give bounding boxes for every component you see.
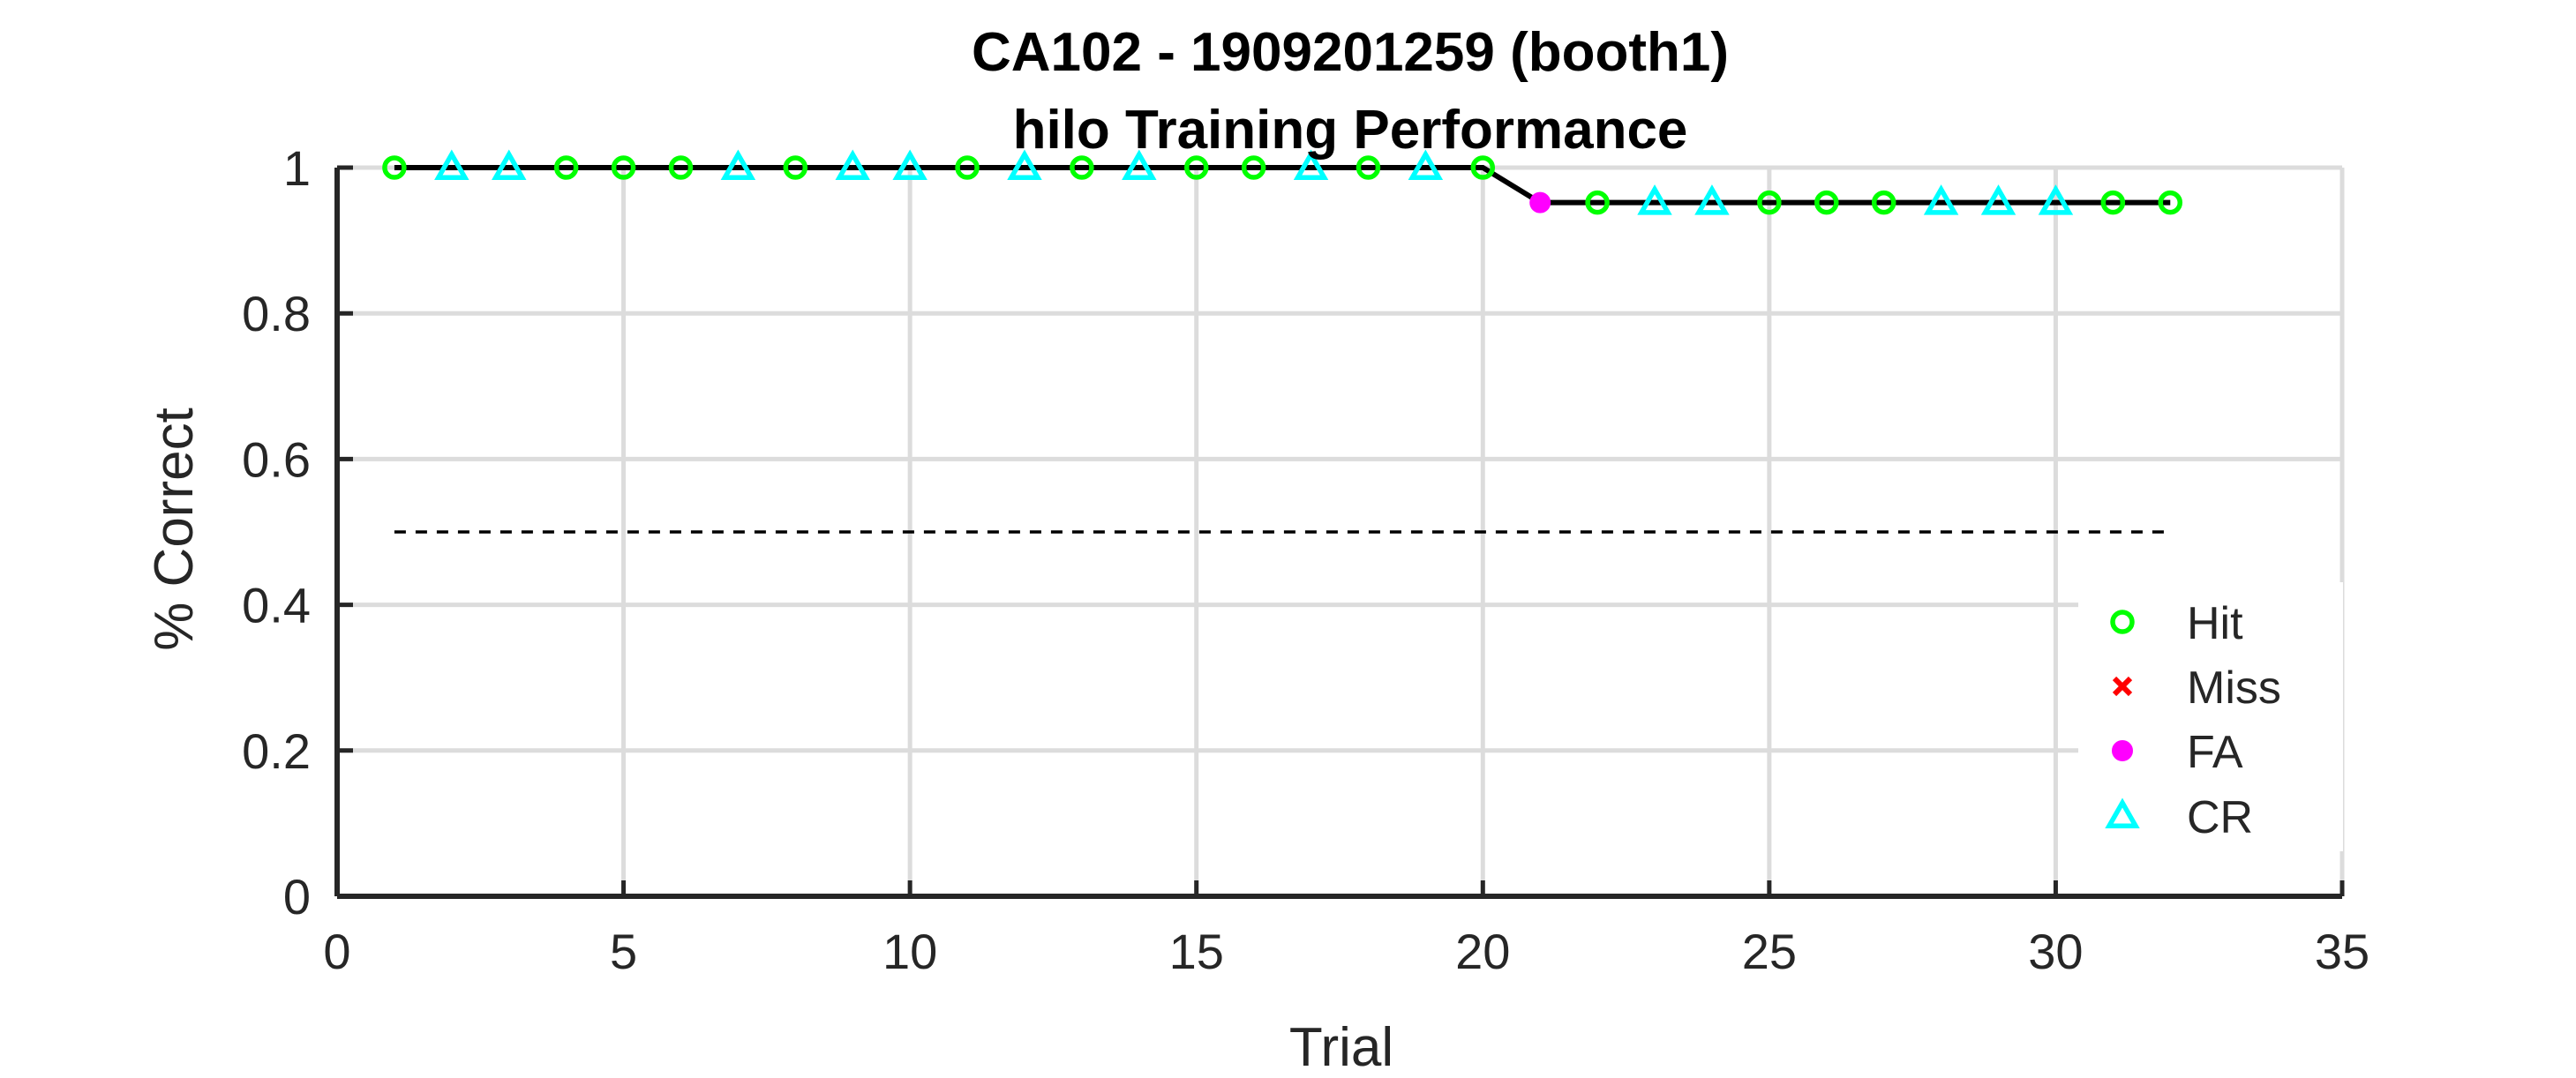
marker-hit <box>1814 190 1839 215</box>
chart-title-line-2: hilo Training Performance <box>1013 100 1688 161</box>
marker-hit <box>1356 155 1381 180</box>
legend-marker-miss-stroke <box>2112 676 2133 697</box>
marker-cr <box>1980 184 2016 215</box>
y-axis-label: % Correct <box>144 408 205 651</box>
marker-hit <box>1871 190 1896 215</box>
marker-hit <box>611 155 636 180</box>
marker-cr <box>434 149 469 180</box>
marker-cr <box>835 149 870 180</box>
y-tick-label: 0 <box>283 869 311 925</box>
y-tick-label: 0.4 <box>242 578 311 633</box>
legend-label-hit: Hit <box>2187 598 2243 649</box>
legend-label-cr: CR <box>2187 792 2253 843</box>
y-tick-label: 0.2 <box>242 723 311 779</box>
legend-marker-cr <box>2105 797 2140 828</box>
legend: Hit Miss FA CR <box>2078 582 2343 851</box>
marker-hit <box>1241 155 1266 180</box>
marker-cr <box>1122 149 1157 180</box>
marker-cr <box>1293 149 1329 180</box>
marker-cr <box>720 149 756 180</box>
chart-title-line-1: CA102 - 1909201259 (booth1) <box>972 22 1729 83</box>
legend-marker-fa <box>2112 740 2133 761</box>
y-tick-label: 1 <box>283 140 311 196</box>
marker-hit <box>2100 190 2126 215</box>
marker-cr <box>1408 149 1444 180</box>
y-tick-label: 0.8 <box>242 286 311 341</box>
axes <box>334 165 2345 899</box>
marker-hit <box>955 155 980 180</box>
marker-cr <box>492 149 527 180</box>
x-tick-label: 30 <box>2028 924 2083 979</box>
marker-hit <box>668 155 694 180</box>
marker-hit <box>553 155 579 180</box>
x-tick-label: 15 <box>1169 924 1224 979</box>
trial-markers <box>382 149 2183 215</box>
marker-cr <box>2038 184 2074 215</box>
marker-hit <box>382 155 407 180</box>
legend-markers <box>2105 610 2140 828</box>
x-tick-label: 20 <box>1455 924 1510 979</box>
marker-cr <box>892 149 928 180</box>
x-tick-label: 0 <box>323 924 350 979</box>
marker-cr <box>1007 149 1042 180</box>
x-axis-label: Trial <box>1289 1017 1393 1078</box>
marker-cr <box>1637 184 1672 215</box>
legend-label-fa: FA <box>2187 727 2243 778</box>
marker-hit <box>1757 190 1782 215</box>
marker-hit <box>1070 155 1094 180</box>
marker-fa <box>1529 191 1551 213</box>
y-tick-label: 0.6 <box>242 431 311 487</box>
performance-line <box>394 165 2171 206</box>
x-tick-label: 25 <box>1742 924 1797 979</box>
marker-cr <box>1923 184 1959 215</box>
marker-hit <box>1470 155 1496 180</box>
legend-label-miss: Miss <box>2187 663 2281 714</box>
x-tick-label: 5 <box>610 924 637 979</box>
marker-cr <box>1694 184 1730 215</box>
x-tick-label: 35 <box>2315 924 2369 979</box>
x-tick-labels: 0 5 10 15 20 25 30 35 <box>323 924 2369 979</box>
legend-marker-miss <box>2112 676 2133 697</box>
marker-hit <box>1183 155 1209 180</box>
y-tick-labels: 0 0.2 0.4 0.6 0.8 1 <box>242 140 311 925</box>
legend-marker-hit <box>2110 610 2135 634</box>
marker-hit <box>783 155 808 180</box>
x-tick-label: 10 <box>882 924 937 979</box>
marker-hit <box>1585 190 1610 215</box>
marker-hit <box>2158 190 2183 215</box>
